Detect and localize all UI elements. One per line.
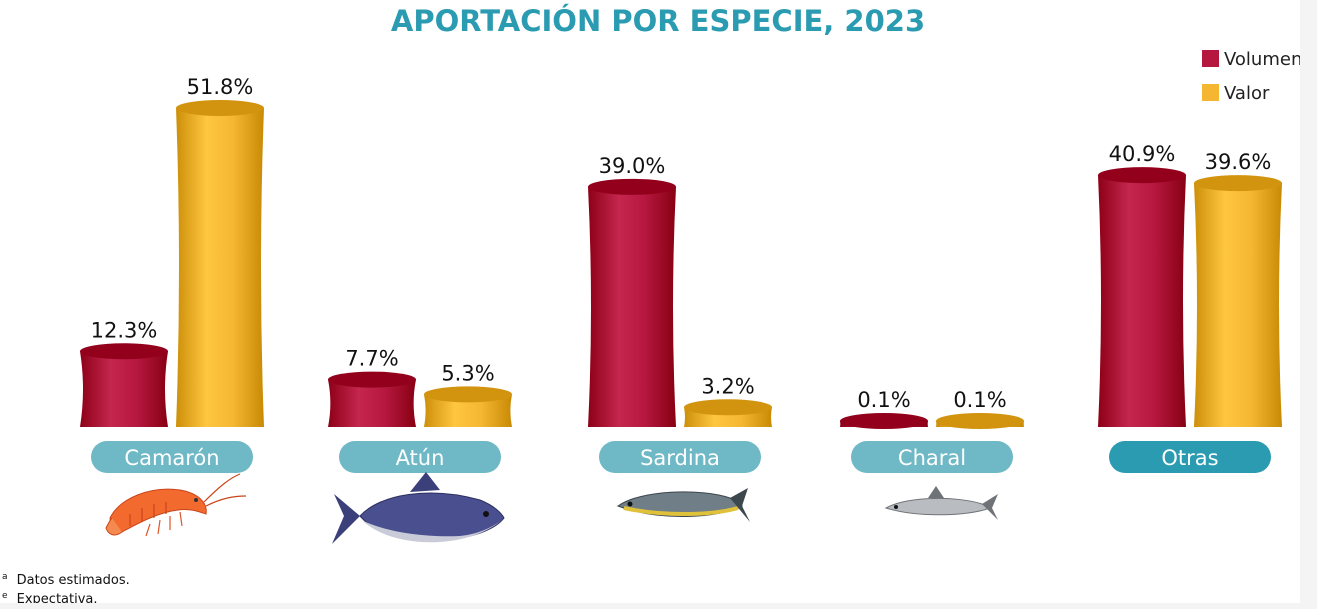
footnote-1-mark: a	[2, 572, 8, 582]
bar-volumen-camarón	[80, 351, 168, 427]
bar-top-volumen-sardina	[588, 178, 676, 195]
footnotes: a Datos estimados. e Expectativa.	[2, 564, 130, 607]
footnote-1: a Datos estimados.	[2, 564, 130, 588]
legend-label-valor: Valor	[1224, 83, 1270, 104]
footnote-2-mark: e	[2, 591, 8, 601]
legend: Volumen Valor	[1202, 49, 1302, 104]
bar-top-valor-camarón	[176, 100, 264, 116]
category-label-atún: Atún	[396, 446, 445, 470]
value-label-volumen-sardina: 39.0%	[599, 154, 666, 178]
value-label-volumen-atún: 7.7%	[345, 347, 398, 371]
bar-volumen-otras	[1098, 175, 1186, 427]
charal-icon	[884, 486, 998, 520]
category-label-camarón: Camarón	[124, 446, 219, 470]
value-label-valor-otras: 39.6%	[1205, 150, 1272, 174]
bar-top-volumen-atún	[328, 371, 416, 388]
category-pill-charal	[851, 441, 1013, 473]
value-label-volumen-otras: 40.9%	[1109, 142, 1176, 166]
page-edge	[1300, 0, 1317, 609]
bar-top-volumen-charal	[840, 413, 928, 429]
value-label-valor-camarón: 51.8%	[187, 75, 254, 99]
sardine-icon	[616, 488, 750, 522]
category-label-sardina: Sardina	[640, 446, 720, 470]
legend-swatch-volumen	[1202, 50, 1219, 67]
value-label-valor-sardina: 3.2%	[701, 374, 754, 398]
shrimp-icon	[105, 473, 247, 537]
legend-swatch-valor	[1202, 84, 1219, 101]
bar-valor-camarón	[176, 108, 264, 427]
category-pill-otras	[1109, 441, 1271, 473]
bar-top-valor-sardina	[684, 399, 772, 416]
tuna-icon	[332, 472, 505, 544]
category-pill-atún	[339, 441, 501, 473]
bar-volumen-sardina	[588, 186, 676, 427]
bar-top-valor-atún	[424, 386, 512, 403]
bar-top-volumen-camarón	[80, 343, 168, 360]
bar-volumen-atún	[328, 379, 416, 427]
bar-top-valor-otras	[1194, 175, 1282, 192]
bar-top-volumen-otras	[1098, 167, 1186, 184]
page-bottom-edge	[0, 603, 1317, 609]
value-label-valor-charal: 0.1%	[953, 388, 1006, 412]
value-label-volumen-charal: 0.1%	[857, 388, 910, 412]
value-label-valor-atún: 5.3%	[441, 361, 494, 385]
category-label-charal: Charal	[898, 446, 966, 470]
species-icons	[105, 472, 998, 544]
bar-top-valor-charal	[936, 413, 1024, 429]
bar-valor-atún	[424, 394, 512, 427]
value-labels-layer: 12.3% 51.8% 7.7% 5.3% 39.0% 3.2% 0.1% 0.1% 40.9%…	[91, 75, 1272, 412]
chart-title: APORTACIÓN POR ESPECIE, 2023	[391, 4, 925, 38]
footnote-1-text: Datos estimados.	[17, 573, 130, 588]
category-pill-camarón	[91, 441, 253, 473]
category-pills-layer: Camarón Atún Sardina Charal Otras	[91, 441, 1271, 473]
bars-layer	[80, 100, 1282, 429]
value-label-volumen-camarón: 12.3%	[91, 318, 158, 342]
category-label-otras: Otras	[1161, 446, 1218, 470]
bar-valor-otras	[1194, 183, 1282, 427]
legend-label-volumen: Volumen	[1224, 49, 1302, 70]
category-pill-sardina	[599, 441, 761, 473]
